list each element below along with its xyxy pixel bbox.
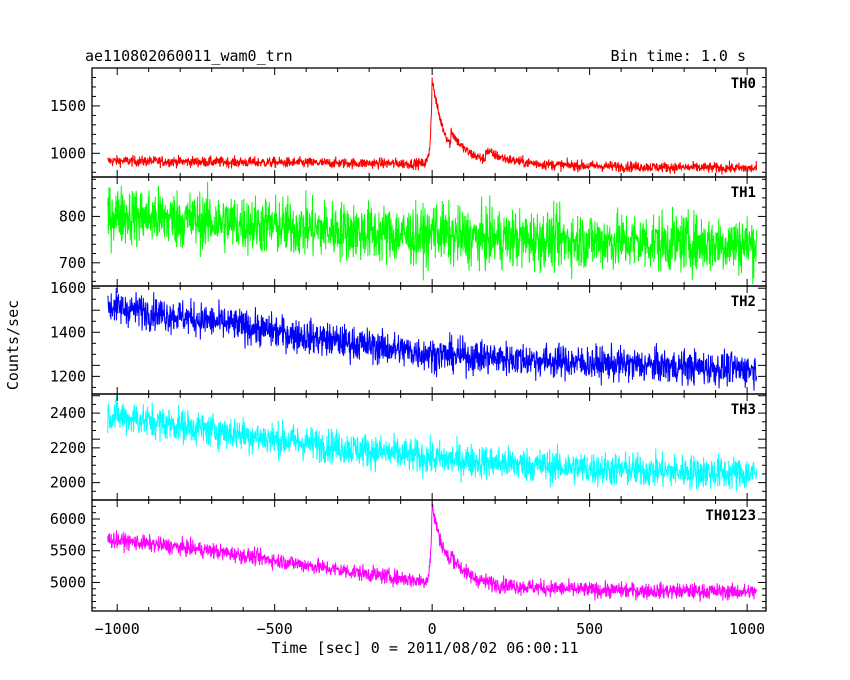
x-tick-label: −500 <box>257 620 293 638</box>
panel-th1: 700 800 TH1 <box>59 176 767 287</box>
y-axis-label: Counts/sec <box>4 300 22 390</box>
y-tick-label: 2400 <box>50 404 86 422</box>
y-tick-label: 1000 <box>50 144 86 162</box>
bin-time-label: Bin time: 1.0 s <box>611 47 746 65</box>
panel-th3: 2000 2200 2400 TH3 <box>50 393 767 501</box>
panel-frame <box>91 285 767 395</box>
y-tick-label: 1400 <box>50 323 86 341</box>
x-tick-label: 1000 <box>729 620 765 638</box>
series-th2 <box>107 288 758 391</box>
y-tick-label: 1600 <box>50 279 86 297</box>
y-tick-label: 1500 <box>50 97 86 115</box>
panel-th0: 1000 1500 TH0 <box>50 67 767 178</box>
chart-title: ae110802060011_wam0_trn <box>85 47 293 65</box>
series-th0123 <box>107 503 758 602</box>
panel-frame <box>91 393 767 501</box>
series-th1 <box>107 181 758 285</box>
panel-label: TH3 <box>731 402 756 418</box>
panel-frame <box>91 499 767 612</box>
x-tick-labels: −1000 −500 0 500 1000 <box>95 620 766 638</box>
panel-label: TH2 <box>731 294 756 310</box>
x-axis-label: Time [sec] 0 = 2011/08/02 06:00:11 <box>271 639 578 657</box>
panels: 10001500TH0700800TH1120014001600TH220002… <box>50 67 767 612</box>
y-tick-label: 6000 <box>50 510 86 528</box>
series-th3 <box>107 394 758 492</box>
panel-label: TH0123 <box>705 508 756 524</box>
y-tick-label: 2200 <box>50 439 86 457</box>
x-tick-label: 0 <box>428 620 437 638</box>
panel-label: TH0 <box>731 76 756 92</box>
y-tick-label: 5500 <box>50 542 86 560</box>
y-tick-label: 2000 <box>50 474 86 492</box>
panel-label: TH1 <box>731 185 756 201</box>
y-tick-label: 1200 <box>50 367 86 385</box>
y-tick-label: 700 <box>59 254 86 272</box>
y-tick-label: 5000 <box>50 573 86 591</box>
series-th0 <box>107 77 758 175</box>
y-tick-label: 800 <box>59 207 86 225</box>
x-tick-label: −1000 <box>95 620 140 638</box>
panel-th2: 1200 1400 1600 TH2 <box>50 279 767 395</box>
x-tick-label: 500 <box>576 620 603 638</box>
panel-th0123: 5000 5500 6000 TH0123 <box>50 499 767 612</box>
